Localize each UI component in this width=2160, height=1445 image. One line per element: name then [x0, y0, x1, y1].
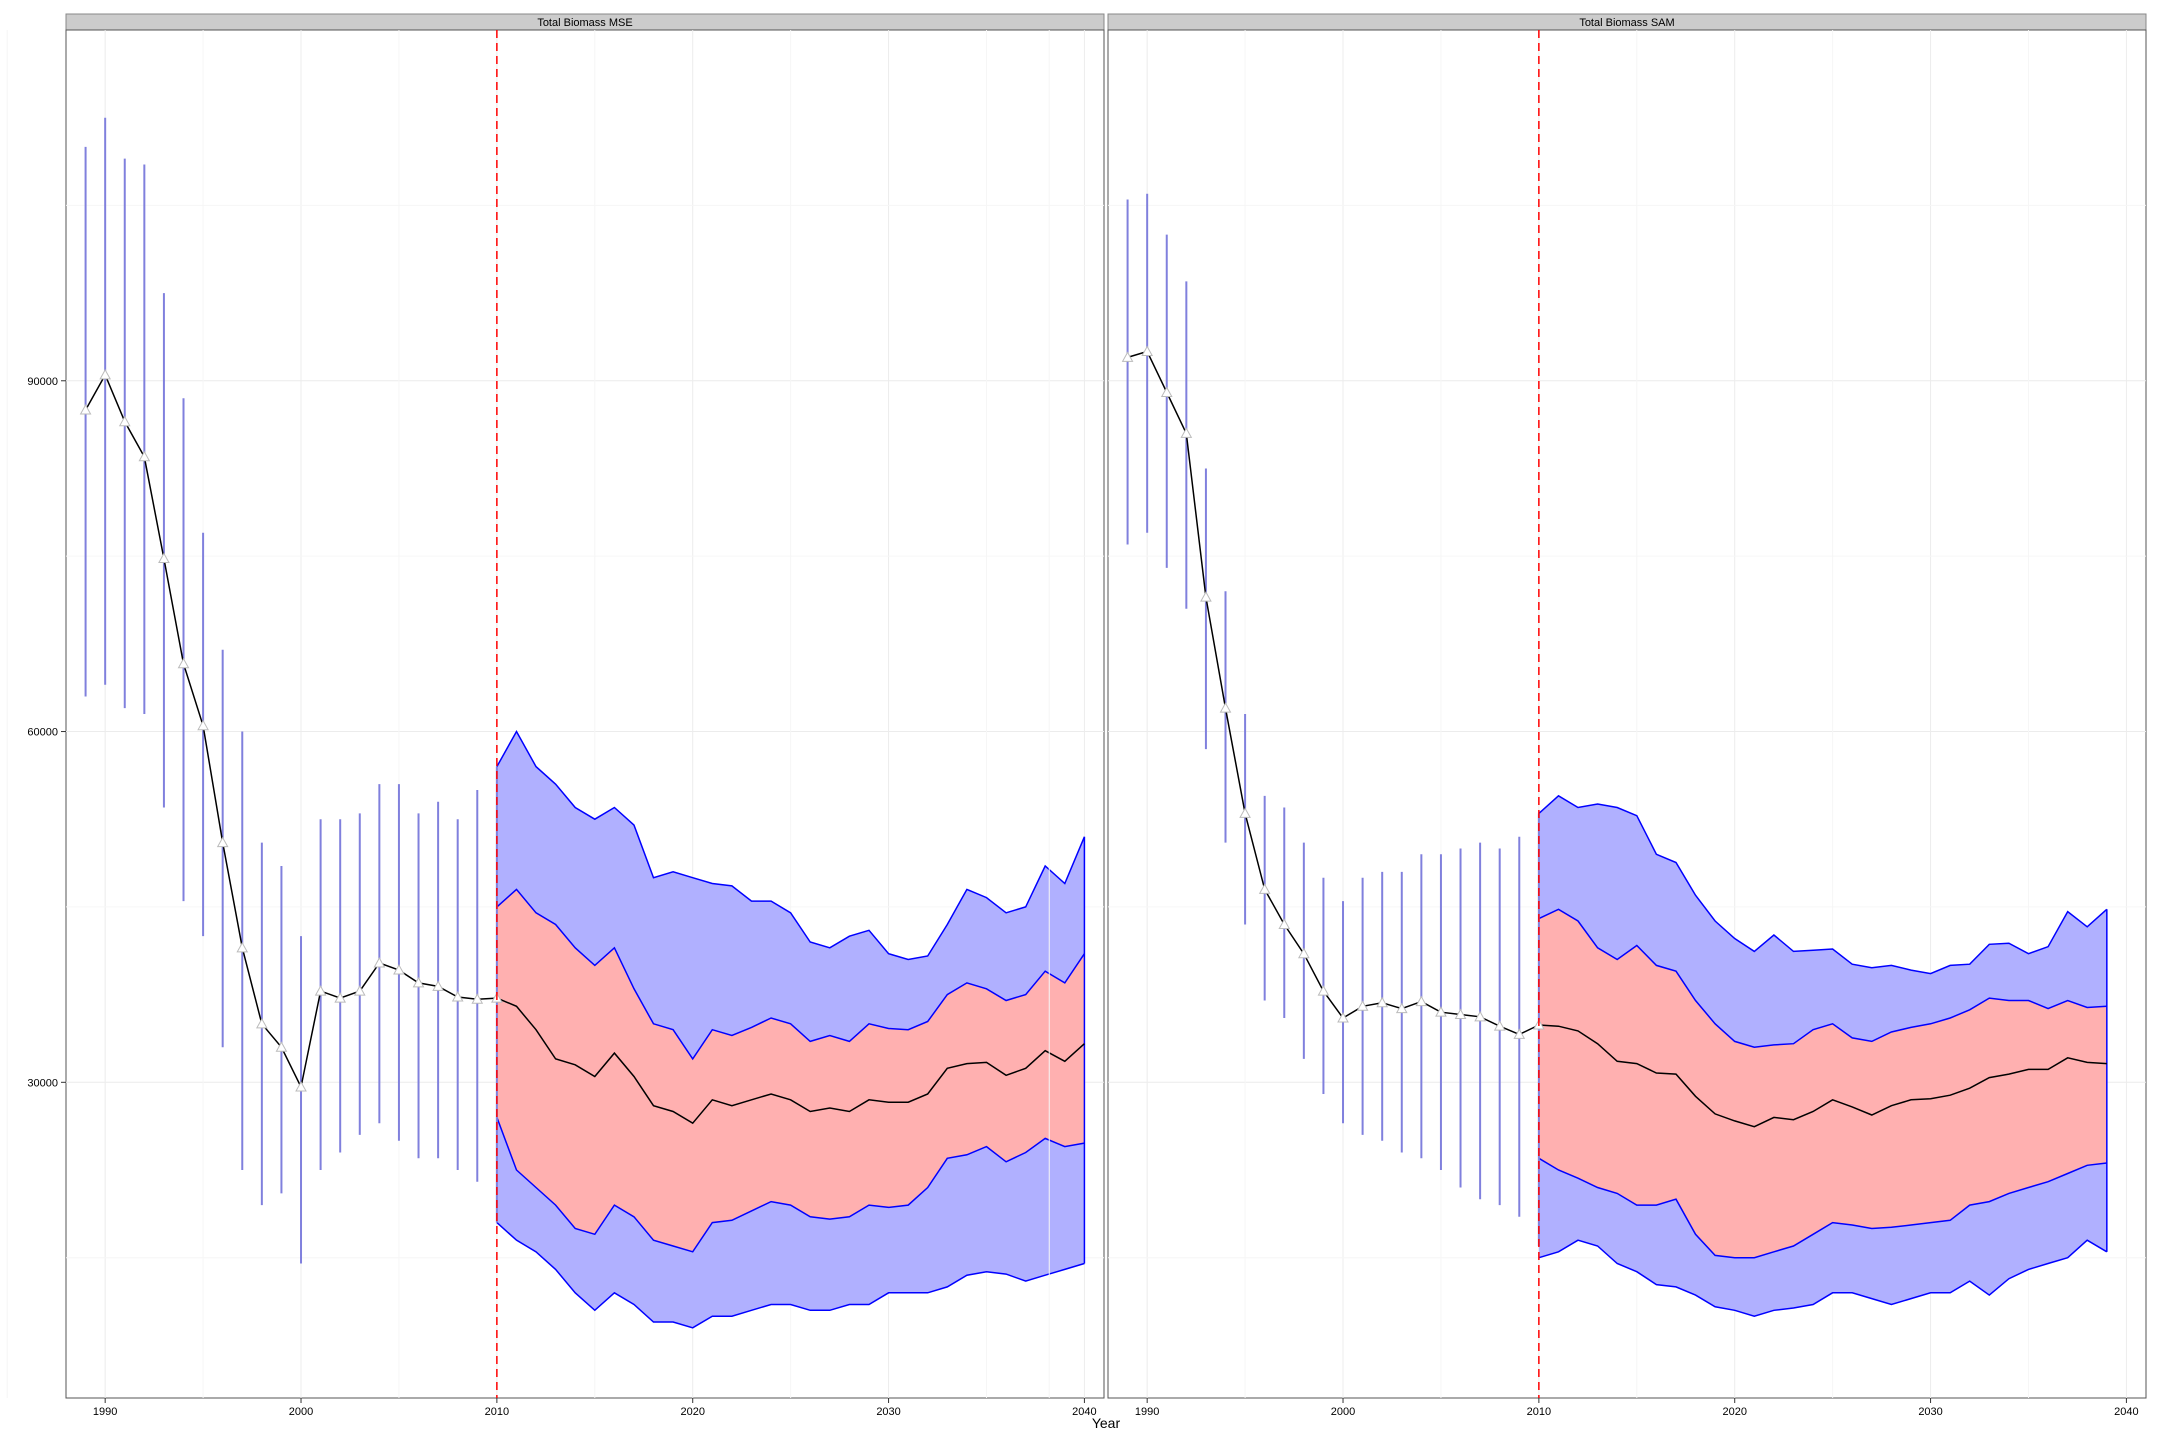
historic-point	[158, 552, 170, 563]
historic-point	[451, 990, 464, 1002]
historic-point	[353, 985, 366, 996]
historic-point	[1180, 427, 1193, 438]
y-tick-label: 30000	[27, 1077, 58, 1089]
historic-point	[1121, 351, 1134, 362]
historic-point	[236, 941, 249, 953]
historic-point	[1219, 702, 1232, 713]
inner-band-p25-p75	[1538, 909, 2107, 1258]
x-tick-label: 1990	[93, 1406, 117, 1418]
historic-point	[1258, 883, 1271, 894]
historic-point	[1395, 1002, 1408, 1014]
historic-point	[1435, 1006, 1447, 1017]
band-edge-p95	[496, 729, 1086, 961]
historic-point	[1356, 1000, 1369, 1011]
historic-point	[1513, 1028, 1526, 1039]
historic-point	[1454, 1008, 1467, 1019]
historic-point	[1474, 1010, 1486, 1022]
historic-point	[1415, 995, 1428, 1007]
historic-point	[1239, 807, 1251, 818]
historic-point	[393, 964, 405, 975]
historic-point	[118, 415, 131, 427]
historic-line	[1127, 350, 1540, 1036]
historic-point	[1493, 1020, 1506, 1031]
band-edge-p95	[1538, 794, 2108, 975]
x-tick-label: 2030	[1918, 1406, 1942, 1418]
x-tick-label: 2010	[1527, 1406, 1551, 1418]
band-edge-p75	[1538, 908, 2107, 1048]
x-tick-label: 2020	[680, 1406, 704, 1418]
historic-point	[314, 985, 327, 996]
historic-point	[334, 992, 347, 1003]
band-edge-p75	[496, 888, 1086, 1061]
historic-point	[1200, 591, 1212, 602]
historic-point	[138, 450, 151, 462]
historic-point	[1376, 996, 1389, 1008]
historic-point	[1337, 1011, 1349, 1023]
y-tick-label: 60000	[27, 727, 58, 739]
historic-point	[275, 1041, 288, 1052]
x-tick-label: 2040	[1072, 1406, 1096, 1418]
x-tick-label: 2040	[2114, 1406, 2138, 1418]
x-tick-label: 2020	[1722, 1406, 1746, 1418]
historic-point	[412, 976, 425, 988]
historic-point	[99, 368, 112, 380]
inner-band-p25-p75	[496, 889, 1085, 1252]
band-edge-p05	[496, 1222, 1085, 1329]
historic-point	[295, 1080, 307, 1092]
y-tick-label: 90000	[27, 376, 58, 388]
historic-point	[216, 836, 229, 848]
historic-point	[79, 403, 92, 415]
band-edge-p05	[1538, 1239, 2108, 1317]
x-tick-label: 2030	[876, 1406, 900, 1418]
historic-point	[471, 993, 484, 1004]
historic-point	[373, 957, 386, 968]
panel-title: Total Biomass MSE	[537, 17, 632, 29]
historic-point	[1141, 345, 1154, 357]
x-tick-label: 2010	[485, 1406, 509, 1418]
historic-point	[432, 980, 444, 991]
x-axis-label: Year	[1092, 1415, 1121, 1431]
panel-title: Total Biomass SAM	[1579, 17, 1674, 29]
projection-median-line	[1538, 1024, 2107, 1128]
historic-point	[1317, 985, 1330, 996]
x-tick-label: 2000	[289, 1406, 313, 1418]
x-tick-label: 2000	[1331, 1406, 1355, 1418]
band-edge-p25	[1538, 1157, 2107, 1259]
projection-median-line	[496, 997, 1085, 1125]
historic-point	[1160, 386, 1173, 397]
historic-point	[255, 1017, 268, 1029]
historic-point	[197, 719, 209, 731]
x-tick-label: 1990	[1135, 1406, 1159, 1418]
historic-point	[177, 657, 190, 669]
band-edge-p25	[496, 1117, 1085, 1253]
historic-line	[84, 373, 497, 1090]
historic-point	[1278, 918, 1291, 929]
historic-point	[1297, 947, 1310, 959]
